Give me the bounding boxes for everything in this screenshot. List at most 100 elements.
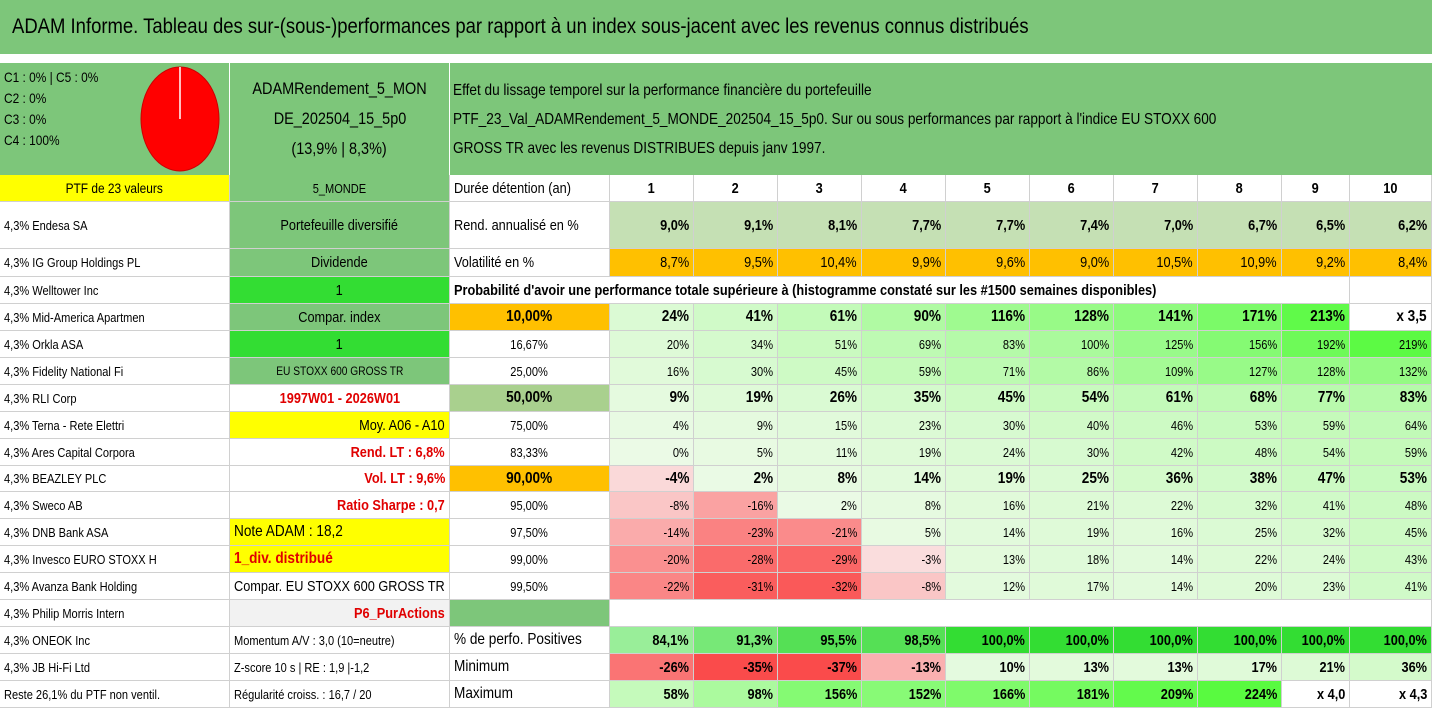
year-header-text: 1: [647, 179, 656, 197]
positive-label: % de perfo. Positives: [450, 627, 610, 654]
probability-value: 125%: [1114, 331, 1198, 358]
legend-line-4: C4 : 100%: [4, 132, 60, 148]
rend-value: 7,7%: [946, 202, 1030, 249]
probability-value: 2%: [694, 466, 778, 492]
probability-value-text: 23%: [1322, 578, 1345, 594]
portfolio-info-cell: Régularité croiss. : 16,7 / 20: [230, 681, 450, 708]
holding-row: 4,3% ONEOK Inc: [0, 627, 230, 654]
probability-value: 51%: [778, 331, 862, 358]
year-header-text: 5: [983, 179, 992, 197]
probability-value-text: -8%: [921, 578, 941, 594]
probability-level: 25,00%: [450, 358, 610, 385]
probability-value: -29%: [778, 546, 862, 573]
probability-value: 14%: [946, 519, 1030, 546]
probability-value-text: 128%: [1316, 363, 1345, 379]
probability-level-text: 25,00%: [510, 363, 549, 379]
positive-value-text: 95,5%: [820, 631, 857, 649]
probability-value-text: 59%: [918, 363, 941, 379]
description-line-1: Effet du lissage temporel sur la perform…: [453, 81, 872, 99]
holding-row: 4,3% Sweco AB: [0, 492, 230, 519]
holding-row: 4,3% Ares Capital Corpora: [0, 439, 230, 466]
holding-row-text: 4,3% Avanza Bank Holding: [4, 578, 138, 594]
probability-value: 14%: [862, 466, 946, 492]
portfolio-info-cell: Moy. A06 - A10: [230, 412, 450, 439]
probability-value: -3%: [862, 546, 946, 573]
probability-value: 14%: [1114, 546, 1198, 573]
positive-value: 100,0%: [1114, 627, 1198, 654]
minimum-value: -13%: [862, 654, 946, 681]
probability-value: 83%: [1350, 385, 1432, 412]
probability-value-text: 34%: [750, 336, 773, 352]
portfolio-info-cell-text: P6_PurActions: [354, 604, 445, 622]
probability-value: 41%: [694, 304, 778, 331]
probability-value: 11%: [778, 439, 862, 466]
rend-value-text: 6,2%: [1397, 216, 1427, 234]
probability-value-text: 36%: [1165, 469, 1193, 487]
probability-value-text: 71%: [1002, 363, 1025, 379]
rend-value-text: 8,1%: [827, 216, 857, 234]
probability-value: 17%: [1030, 573, 1114, 600]
rend-value-text: 7,4%: [1079, 216, 1109, 234]
probability-value: 116%: [946, 304, 1030, 331]
rend-value: 6,7%: [1198, 202, 1282, 249]
probability-level: 10,00%: [450, 304, 610, 331]
probability-value-text: x 3,5: [1396, 308, 1427, 325]
unallocated-rest: Reste 26,1% du PTF non ventil.: [0, 681, 230, 708]
year-header-text: 7: [1151, 179, 1160, 197]
probability-value-text: -31%: [747, 578, 773, 594]
vol-value: 9,0%: [1030, 249, 1114, 277]
positive-value-text: 100,0%: [1301, 631, 1345, 649]
maximum-value-text: 224%: [1244, 685, 1277, 703]
year-header-text: 3: [815, 179, 824, 197]
holding-row-text: 4,3% JB Hi-Fi Ltd: [4, 659, 90, 675]
positive-value: 98,5%: [862, 627, 946, 654]
vol-value-text: 9,5%: [743, 254, 773, 271]
probability-value: -8%: [862, 573, 946, 600]
year-header: 7: [1114, 175, 1198, 202]
probability-value-text: 5%: [757, 444, 773, 460]
positive-value-text: 100,0%: [981, 631, 1025, 649]
vol-value: 9,5%: [694, 249, 778, 277]
rend-value-text: 7,7%: [911, 216, 941, 234]
probability-level-text: 10,00%: [506, 308, 553, 325]
portfolio-info-cell: Note ADAM : 18,2: [230, 519, 450, 546]
report-title: ADAM Informe. Tableau des sur-(sous-)per…: [12, 15, 1029, 38]
duration-label: Durée détention (an): [450, 175, 610, 202]
probability-value: 9%: [610, 385, 694, 412]
probability-value: 53%: [1350, 466, 1432, 492]
year-header: 6: [1030, 175, 1114, 202]
year-header-text: 2: [731, 179, 740, 197]
holding-row-text: 4,3% IG Group Holdings PL: [4, 255, 141, 270]
probability-value: 12%: [946, 573, 1030, 600]
probability-value-text: 54%: [1081, 389, 1109, 406]
portfolio-info-cell: Dividende: [230, 249, 450, 277]
probability-value-text: 4%: [673, 417, 689, 433]
probability-value: 61%: [1114, 385, 1198, 412]
year-header-text: 4: [899, 179, 908, 197]
probability-value: 16%: [946, 492, 1030, 519]
portfolio-info-cell: P6_PurActions: [230, 600, 450, 627]
maximum-value: 156%: [778, 681, 862, 708]
probability-value-text: 48%: [1404, 497, 1427, 513]
probability-value-text: -4%: [664, 469, 689, 487]
probability-value: 16%: [610, 358, 694, 385]
maximum-value: 209%: [1114, 681, 1198, 708]
probability-value-text: 90%: [913, 308, 941, 325]
legend-line-2: C2 : 0%: [4, 90, 47, 106]
probability-value-text: 12%: [1002, 578, 1025, 594]
vol-value-text: 9,6%: [995, 254, 1025, 271]
probability-value: 20%: [1198, 573, 1282, 600]
holding-row: 4,3% Invesco EURO STOXX H: [0, 546, 230, 573]
ptf-count-label: PTF de 23 valeurs: [0, 175, 230, 202]
vol-label: Volatilité en %: [450, 249, 610, 277]
probability-value-text: 116%: [990, 308, 1025, 325]
holding-row-text: 4,3% ONEOK Inc: [4, 632, 90, 648]
maximum-value: x 4,0: [1282, 681, 1350, 708]
year-header: 4: [862, 175, 946, 202]
probability-level-text: 99,00%: [510, 551, 549, 567]
year-header: 2: [694, 175, 778, 202]
holding-row-text: 4,3% Invesco EURO STOXX H: [4, 551, 157, 567]
vol-value-text: 9,2%: [1315, 254, 1345, 271]
probability-value: 25%: [1030, 466, 1114, 492]
probability-value-text: -3%: [921, 551, 941, 567]
